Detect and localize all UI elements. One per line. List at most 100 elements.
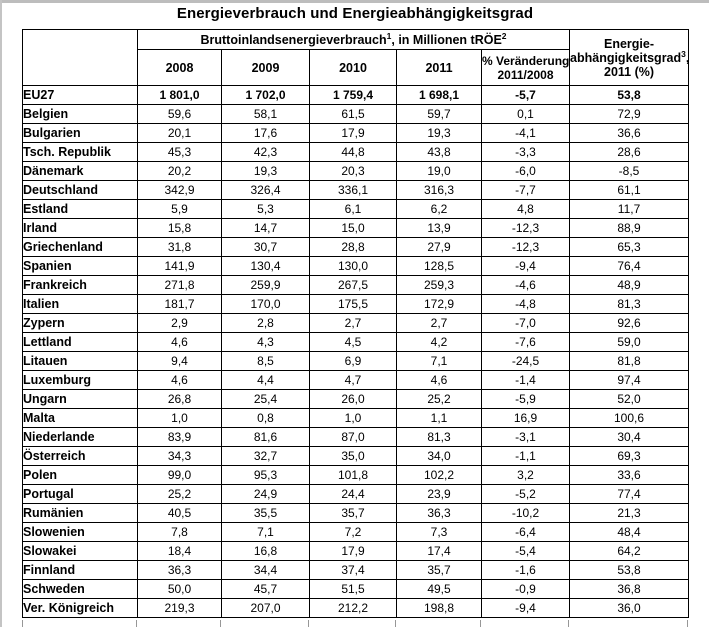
value-cell: -0,9 (480, 579, 571, 599)
table-row: Deutschland 342,9 326,4 336,1 316,3 -7,7 61,1 (22, 180, 690, 200)
value-cell: 36,3 (396, 503, 482, 523)
value-cell: 219,3 (137, 598, 222, 618)
country-cell: Niederlande (22, 427, 138, 447)
value-cell: 172,9 (396, 294, 482, 314)
change-header-line2: 2011/2008 (497, 67, 554, 82)
value-cell: 36,0 (569, 598, 690, 618)
table-row: EU27 1 801,0 1 702,0 1 759,4 1 698,1 -5,7 53,8 (22, 85, 690, 105)
value-cell: 1 801,0 (137, 85, 222, 105)
table-row: Frankreich 271,8 259,9 267,5 259,3 -4,6 48,9 (22, 275, 690, 295)
value-cell: 207,0 (221, 598, 310, 618)
footnote-ref-2: 2 (501, 30, 507, 41)
value-cell: 26,0 (309, 389, 397, 409)
table-row: Estland 5,9 5,3 6,1 6,2 4,8 11,7 (22, 199, 690, 219)
value-cell: 48,4 (569, 522, 690, 542)
value-cell: 35,7 (309, 503, 397, 523)
value-cell: 35,7 (396, 560, 482, 580)
value-cell: 64,2 (569, 541, 690, 561)
country-cell: Bulgarien (22, 123, 138, 143)
header-row-2: 2008 2009 2010 2011 % Veränderung 2011/20… (23, 49, 689, 86)
value-cell: 33,6 (569, 465, 690, 485)
value-cell: 65,3 (569, 237, 690, 257)
country-cell: EU27 (22, 85, 138, 105)
cutoff-border-stub (308, 620, 309, 627)
table-row: Zypern 2,9 2,8 2,7 2,7 -7,0 92,6 (22, 313, 690, 333)
value-cell: 4,4 (221, 370, 310, 390)
country-cell: Schweden (22, 579, 138, 599)
value-cell: 19,0 (396, 161, 482, 181)
value-cell: 7,3 (396, 522, 482, 542)
value-cell: 9,4 (137, 351, 222, 371)
value-cell: 59,7 (396, 104, 482, 124)
table-row: Portugal 25,2 24,9 24,4 23,9 -5,2 77,4 (22, 484, 690, 504)
table-body: EU27 1 801,0 1 702,0 1 759,4 1 698,1 -5,7 53,8… (22, 85, 690, 618)
value-cell: 92,6 (569, 313, 690, 333)
value-cell: -3,1 (480, 427, 571, 447)
country-cell: Slowenien (22, 522, 138, 542)
dependency-header-comma: , (686, 51, 688, 65)
value-cell: -8,5 (569, 161, 690, 181)
value-cell: 6,1 (309, 199, 397, 219)
table-row: Slowakei 18,4 16,8 17,9 17,4 -5,4 64,2 (22, 541, 690, 561)
country-cell: Luxemburg (22, 370, 138, 390)
country-cell: Litauen (22, 351, 138, 371)
country-cell: Ver. Königreich (22, 598, 138, 618)
value-cell: 4,6 (137, 370, 222, 390)
value-cell: 2,7 (309, 313, 397, 333)
value-cell: -3,3 (480, 142, 571, 162)
table-row: Österreich 34,3 32,7 35,0 34,0 -1,1 69,3 (22, 446, 690, 466)
value-cell: -6,0 (480, 161, 571, 181)
value-cell: 4,7 (309, 370, 397, 390)
cutoff-border-stub (480, 620, 481, 627)
table-row: Belgien 59,6 58,1 61,5 59,7 0,1 72,9 (22, 104, 690, 124)
value-cell: -5,7 (480, 85, 571, 105)
value-cell: 37,4 (309, 560, 397, 580)
value-cell: 14,7 (221, 218, 310, 238)
value-cell: 72,9 (569, 104, 690, 124)
table-row: Lettland 4,6 4,3 4,5 4,2 -7,6 59,0 (22, 332, 690, 352)
value-cell: 61,5 (309, 104, 397, 124)
change-header-line1: % Veränderung (482, 53, 570, 68)
page-edge-left (0, 0, 2, 627)
value-cell: 19,3 (221, 161, 310, 181)
value-cell: 69,3 (569, 446, 690, 466)
value-cell: 25,2 (396, 389, 482, 409)
value-cell: 2,7 (396, 313, 482, 333)
value-cell: 170,0 (221, 294, 310, 314)
value-cell: 34,3 (137, 446, 222, 466)
dependency-header-line2: abhängigkeitsgrad (570, 50, 682, 65)
energy-table: Bruttoinlandsenergieverbrauch1, in Milli… (22, 29, 690, 618)
value-cell: -9,4 (480, 598, 571, 618)
value-cell: 32,7 (221, 446, 310, 466)
value-cell: 61,1 (569, 180, 690, 200)
value-cell: 52,0 (569, 389, 690, 409)
value-cell: -5,4 (480, 541, 571, 561)
page-edge-top (0, 0, 709, 3)
value-cell: 34,4 (221, 560, 310, 580)
value-cell: 271,8 (137, 275, 222, 295)
value-cell: 1,1 (396, 408, 482, 428)
footnote-ref-1: 1 (386, 30, 392, 41)
value-cell: 17,6 (221, 123, 310, 143)
table-row: Luxemburg 4,6 4,4 4,7 4,6 -1,4 97,4 (22, 370, 690, 390)
value-cell: 51,5 (309, 579, 397, 599)
value-cell: 30,4 (569, 427, 690, 447)
country-cell: Italien (22, 294, 138, 314)
value-cell: 7,1 (396, 351, 482, 371)
value-cell: 128,5 (396, 256, 482, 276)
value-cell: 259,3 (396, 275, 482, 295)
value-cell: 2,8 (221, 313, 310, 333)
value-cell: 4,5 (309, 332, 397, 352)
value-cell: -1,6 (480, 560, 571, 580)
value-cell: 6,2 (396, 199, 482, 219)
value-cell: 26,8 (137, 389, 222, 409)
country-cell: Slowakei (22, 541, 138, 561)
value-cell: 81,6 (221, 427, 310, 447)
value-cell: 77,4 (569, 484, 690, 504)
value-cell: 1,0 (137, 408, 222, 428)
value-cell: 6,9 (309, 351, 397, 371)
country-cell: Zypern (22, 313, 138, 333)
value-cell: 8,5 (221, 351, 310, 371)
value-cell: 35,0 (309, 446, 397, 466)
